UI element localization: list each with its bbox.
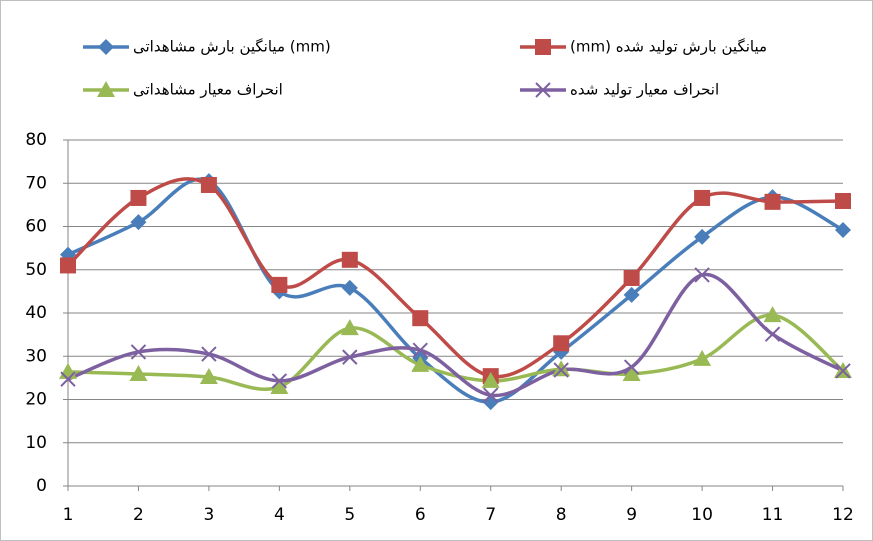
legend-item: انحراف معیار تولید شده (520, 81, 719, 99)
marker (835, 192, 851, 209)
legend-label: انحراف معیار تولید شده (570, 81, 719, 99)
legend-marker (98, 39, 114, 55)
x-tick-label: 2 (133, 505, 144, 525)
marker (481, 371, 500, 388)
marker (271, 276, 288, 293)
marker (553, 335, 570, 352)
x-tick-label: 10 (691, 505, 713, 525)
legend-label: انحراف معیار مشاهداتی (133, 81, 283, 99)
y-tick-label: 70 (25, 173, 47, 193)
marker (199, 368, 218, 385)
marker (553, 362, 569, 378)
marker (622, 364, 641, 381)
x-tick-label: 12 (832, 505, 854, 525)
marker (341, 251, 358, 268)
legend-label: میانگین بارش مشاهداتی (mm) (133, 38, 331, 56)
marker (835, 363, 851, 379)
x-tick-label: 9 (626, 505, 637, 525)
marker (60, 257, 76, 274)
marker (763, 306, 782, 323)
x-tick-label: 6 (415, 505, 426, 525)
marker (694, 189, 711, 206)
legend-item: (mm) میانگین بارش تولید شده (520, 38, 767, 56)
marker (694, 267, 710, 283)
marker (342, 349, 358, 365)
marker (271, 373, 288, 389)
y-tick-label: 20 (25, 390, 47, 410)
x-tick-label: 3 (203, 505, 214, 525)
marker (411, 355, 430, 372)
marker (764, 193, 781, 210)
marker (764, 326, 781, 342)
marker (341, 279, 358, 296)
marker (412, 310, 429, 327)
marker (270, 377, 289, 394)
marker (552, 360, 571, 377)
marker (130, 344, 147, 360)
legend-item: انحراف معیار مشاهداتی (83, 81, 283, 99)
marker (412, 342, 428, 358)
marker (835, 221, 851, 238)
marker (60, 371, 76, 387)
y-tick-label: 40 (25, 303, 47, 323)
y-tick-label: 60 (25, 217, 47, 237)
marker (340, 319, 359, 336)
y-tick-label: 50 (25, 260, 47, 280)
y-tick-label: 10 (25, 433, 47, 453)
marker (623, 269, 640, 286)
marker (200, 176, 217, 193)
legend-marker (535, 39, 551, 55)
x-tick-label: 11 (762, 505, 784, 525)
y-tick-label: 80 (25, 130, 47, 150)
x-tick-label: 8 (556, 505, 567, 525)
marker (130, 214, 147, 231)
marker (483, 387, 499, 403)
marker (201, 346, 217, 362)
marker (694, 228, 711, 245)
x-tick-label: 1 (63, 505, 74, 525)
legend-marker (535, 82, 551, 98)
x-tick-label: 5 (344, 505, 355, 525)
marker (693, 349, 712, 366)
legend-item: میانگین بارش مشاهداتی (mm) (83, 38, 331, 56)
marker (623, 286, 640, 303)
y-tick-label: 0 (36, 476, 47, 496)
x-tick-label: 7 (485, 505, 496, 525)
marker (623, 359, 640, 375)
legend-marker (97, 81, 115, 97)
x-tick-label: 4 (274, 505, 285, 525)
legend-label: (mm) میانگین بارش تولید شده (570, 38, 767, 56)
marker (129, 364, 148, 381)
y-tick-label: 30 (25, 346, 47, 366)
marker (130, 189, 147, 206)
